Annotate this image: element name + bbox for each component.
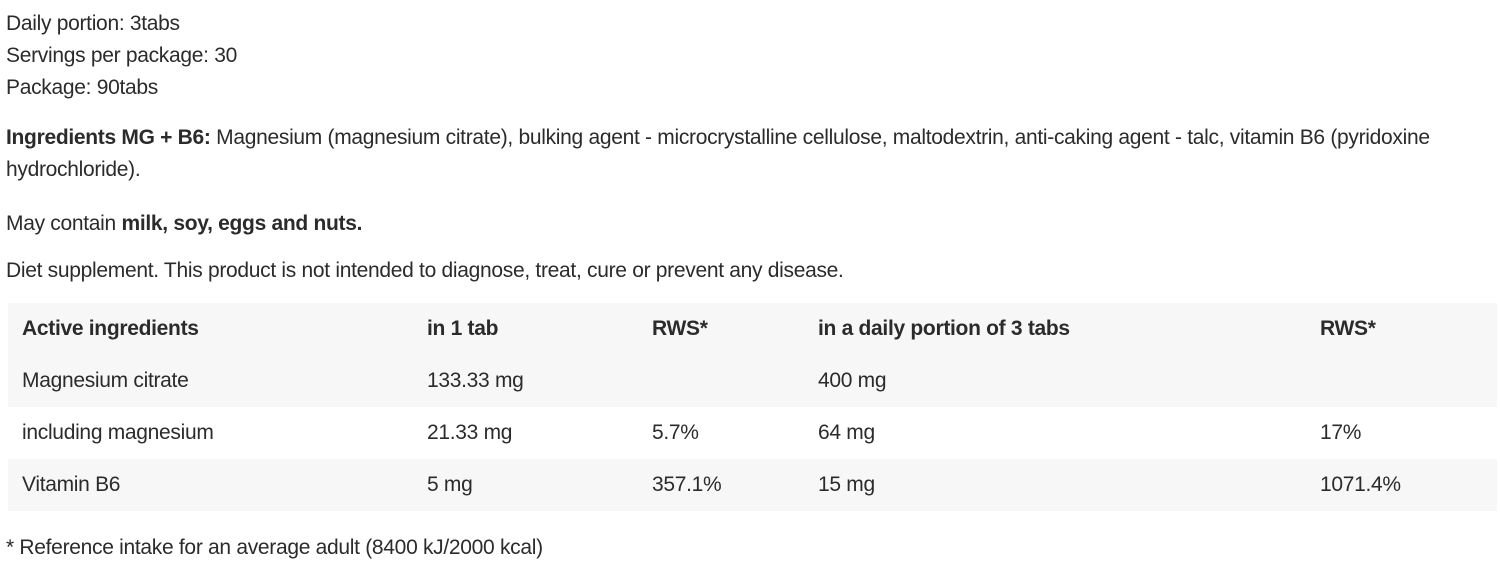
cell-amount-per-tab: 133.33 mg xyxy=(427,369,524,392)
portion-summary: Daily portion: 3tabs Servings per packag… xyxy=(6,8,1500,104)
cell-rws-per-tab: 357.1% xyxy=(652,473,722,496)
active-ingredients-table: Active ingredients in 1 tab RWS* in a da… xyxy=(8,303,1497,511)
disclaimer-paragraph: Diet supplement. This product is not int… xyxy=(6,259,844,282)
cell-rws-per-tab xyxy=(652,355,818,407)
cell-ingredient-name: Magnesium citrate xyxy=(22,369,189,392)
table-header-row: Active ingredients in 1 tab RWS* in a da… xyxy=(8,303,1497,355)
cell-rws-daily: 1071.4% xyxy=(1320,473,1401,496)
cell-ingredient-name: Vitamin B6 xyxy=(22,473,121,496)
table-row-including-magnesium: including magnesium 21.33 mg 5.7% 64 mg … xyxy=(8,407,1497,459)
daily-portion-line: Daily portion: 3tabs xyxy=(6,12,180,35)
col-header-rws-daily: RWS* xyxy=(1320,317,1376,340)
table-row-vitamin-b6: Vitamin B6 5 mg 357.1% 15 mg 1071.4% xyxy=(8,459,1497,511)
cell-amount-per-tab: 5 mg xyxy=(427,473,473,496)
reference-intake-footnote: * Reference intake for an average adult … xyxy=(6,536,543,559)
col-header-in-1-tab: in 1 tab xyxy=(427,317,499,340)
cell-amount-daily: 400 mg xyxy=(818,369,887,392)
servings-per-package-line: Servings per package: 30 xyxy=(6,44,237,67)
cell-ingredient-name: including magnesium xyxy=(22,421,214,444)
cell-amount-per-tab: 21.33 mg xyxy=(427,421,513,444)
ingredients-paragraph: Ingredients MG + B6: Magnesium (magnesiu… xyxy=(6,126,1430,181)
col-header-daily-portion: in a daily portion of 3 tabs xyxy=(818,317,1070,340)
cell-rws-per-tab: 5.7% xyxy=(652,421,699,444)
cell-amount-daily: 15 mg xyxy=(818,473,875,496)
col-header-active-ingredients: Active ingredients xyxy=(22,317,199,340)
package-line: Package: 90tabs xyxy=(6,76,158,99)
cell-rws-daily: 17% xyxy=(1320,421,1362,444)
cell-amount-daily: 64 mg xyxy=(818,421,875,444)
col-header-rws-1tab: RWS* xyxy=(652,317,708,340)
table-row-magnesium-citrate: Magnesium citrate 133.33 mg 400 mg xyxy=(8,355,1497,407)
allergen-paragraph: May contain milk, soy, eggs and nuts. xyxy=(6,212,363,235)
cell-rws-daily xyxy=(1320,355,1497,407)
